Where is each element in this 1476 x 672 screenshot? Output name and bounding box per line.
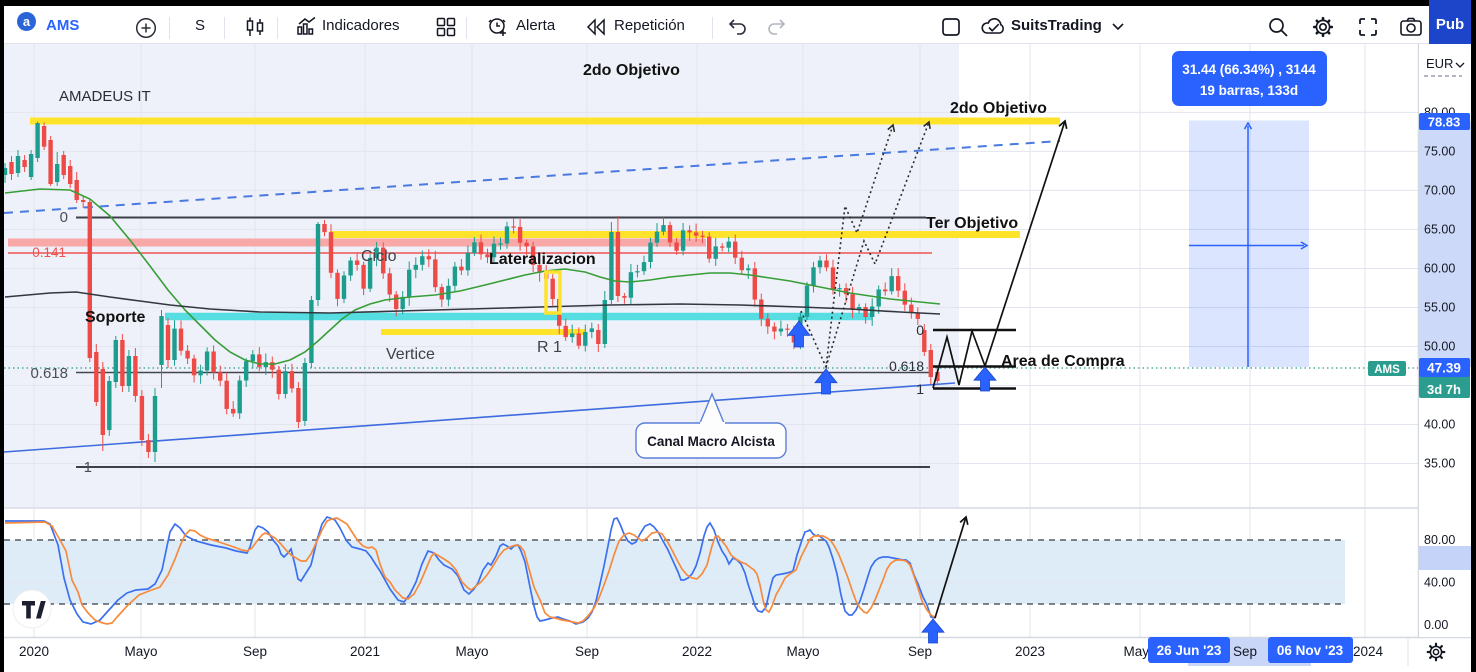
svg-text:AMADEUS IT: AMADEUS IT	[59, 88, 151, 105]
svg-text:1: 1	[84, 459, 92, 476]
svg-text:80.00: 80.00	[1424, 533, 1455, 547]
svg-text:Sep: Sep	[575, 644, 599, 659]
svg-text:2022: 2022	[682, 644, 712, 659]
svg-text:2do Objetivo: 2do Objetivo	[950, 100, 1047, 117]
svg-text:Soporte: Soporte	[85, 309, 146, 326]
svg-text:Ter Objetivo: Ter Objetivo	[926, 215, 1018, 232]
svg-text:31.44 (66.34%) , 3144: 31.44 (66.34%) , 3144	[1182, 62, 1316, 77]
svg-text:06 Nov '23: 06 Nov '23	[1277, 643, 1344, 658]
svg-text:Mayo: Mayo	[786, 644, 819, 659]
svg-text:75.00: 75.00	[1424, 144, 1455, 158]
svg-text:EUR: EUR	[1426, 56, 1453, 71]
svg-text:Ciclo: Ciclo	[361, 248, 397, 265]
svg-text:50.00: 50.00	[1424, 340, 1455, 354]
svg-text:70.00: 70.00	[1424, 183, 1455, 197]
svg-text:Sep: Sep	[243, 644, 267, 659]
svg-text:2021: 2021	[350, 644, 380, 659]
svg-text:40.00: 40.00	[1424, 418, 1455, 432]
svg-text:2024: 2024	[1353, 644, 1384, 659]
svg-text:35.00: 35.00	[1424, 457, 1455, 471]
svg-text:78.83: 78.83	[1428, 115, 1461, 130]
svg-text:Canal Macro Alcista: Canal Macro Alcista	[647, 434, 775, 449]
svg-text:AMS: AMS	[1374, 364, 1400, 376]
svg-text:0.00: 0.00	[1424, 618, 1448, 632]
svg-text:1: 1	[916, 381, 924, 397]
svg-text:Lateralizacion: Lateralizacion	[489, 251, 596, 268]
svg-text:Mayo: Mayo	[455, 644, 488, 659]
svg-text:Vertice: Vertice	[386, 346, 435, 363]
svg-text:0: 0	[60, 209, 68, 226]
svg-text:2023: 2023	[1015, 644, 1045, 659]
svg-text:Area de Compra: Area de Compra	[1001, 353, 1125, 370]
svg-text:3d 7h: 3d 7h	[1427, 382, 1461, 397]
svg-text:60.00: 60.00	[1424, 261, 1455, 275]
svg-text:19 barras, 133d: 19 barras, 133d	[1200, 83, 1298, 98]
svg-text:26 Jun '23: 26 Jun '23	[1157, 643, 1222, 658]
svg-text:Sep: Sep	[908, 644, 932, 659]
svg-text:Mayo: Mayo	[124, 644, 157, 659]
svg-text:40.00: 40.00	[1424, 576, 1455, 590]
svg-text:0.618: 0.618	[30, 365, 68, 382]
svg-text:R 1: R 1	[537, 339, 562, 356]
svg-text:2020: 2020	[19, 644, 49, 659]
svg-text:2do Objetivo: 2do Objetivo	[583, 62, 680, 79]
svg-text:0.618: 0.618	[889, 358, 924, 374]
svg-text:0.141: 0.141	[32, 245, 66, 260]
svg-text:0: 0	[916, 322, 924, 338]
svg-text:65.00: 65.00	[1424, 222, 1455, 236]
svg-text:Sep: Sep	[1233, 644, 1257, 659]
svg-text:55.00: 55.00	[1424, 300, 1455, 314]
svg-text:47.39: 47.39	[1427, 361, 1461, 376]
